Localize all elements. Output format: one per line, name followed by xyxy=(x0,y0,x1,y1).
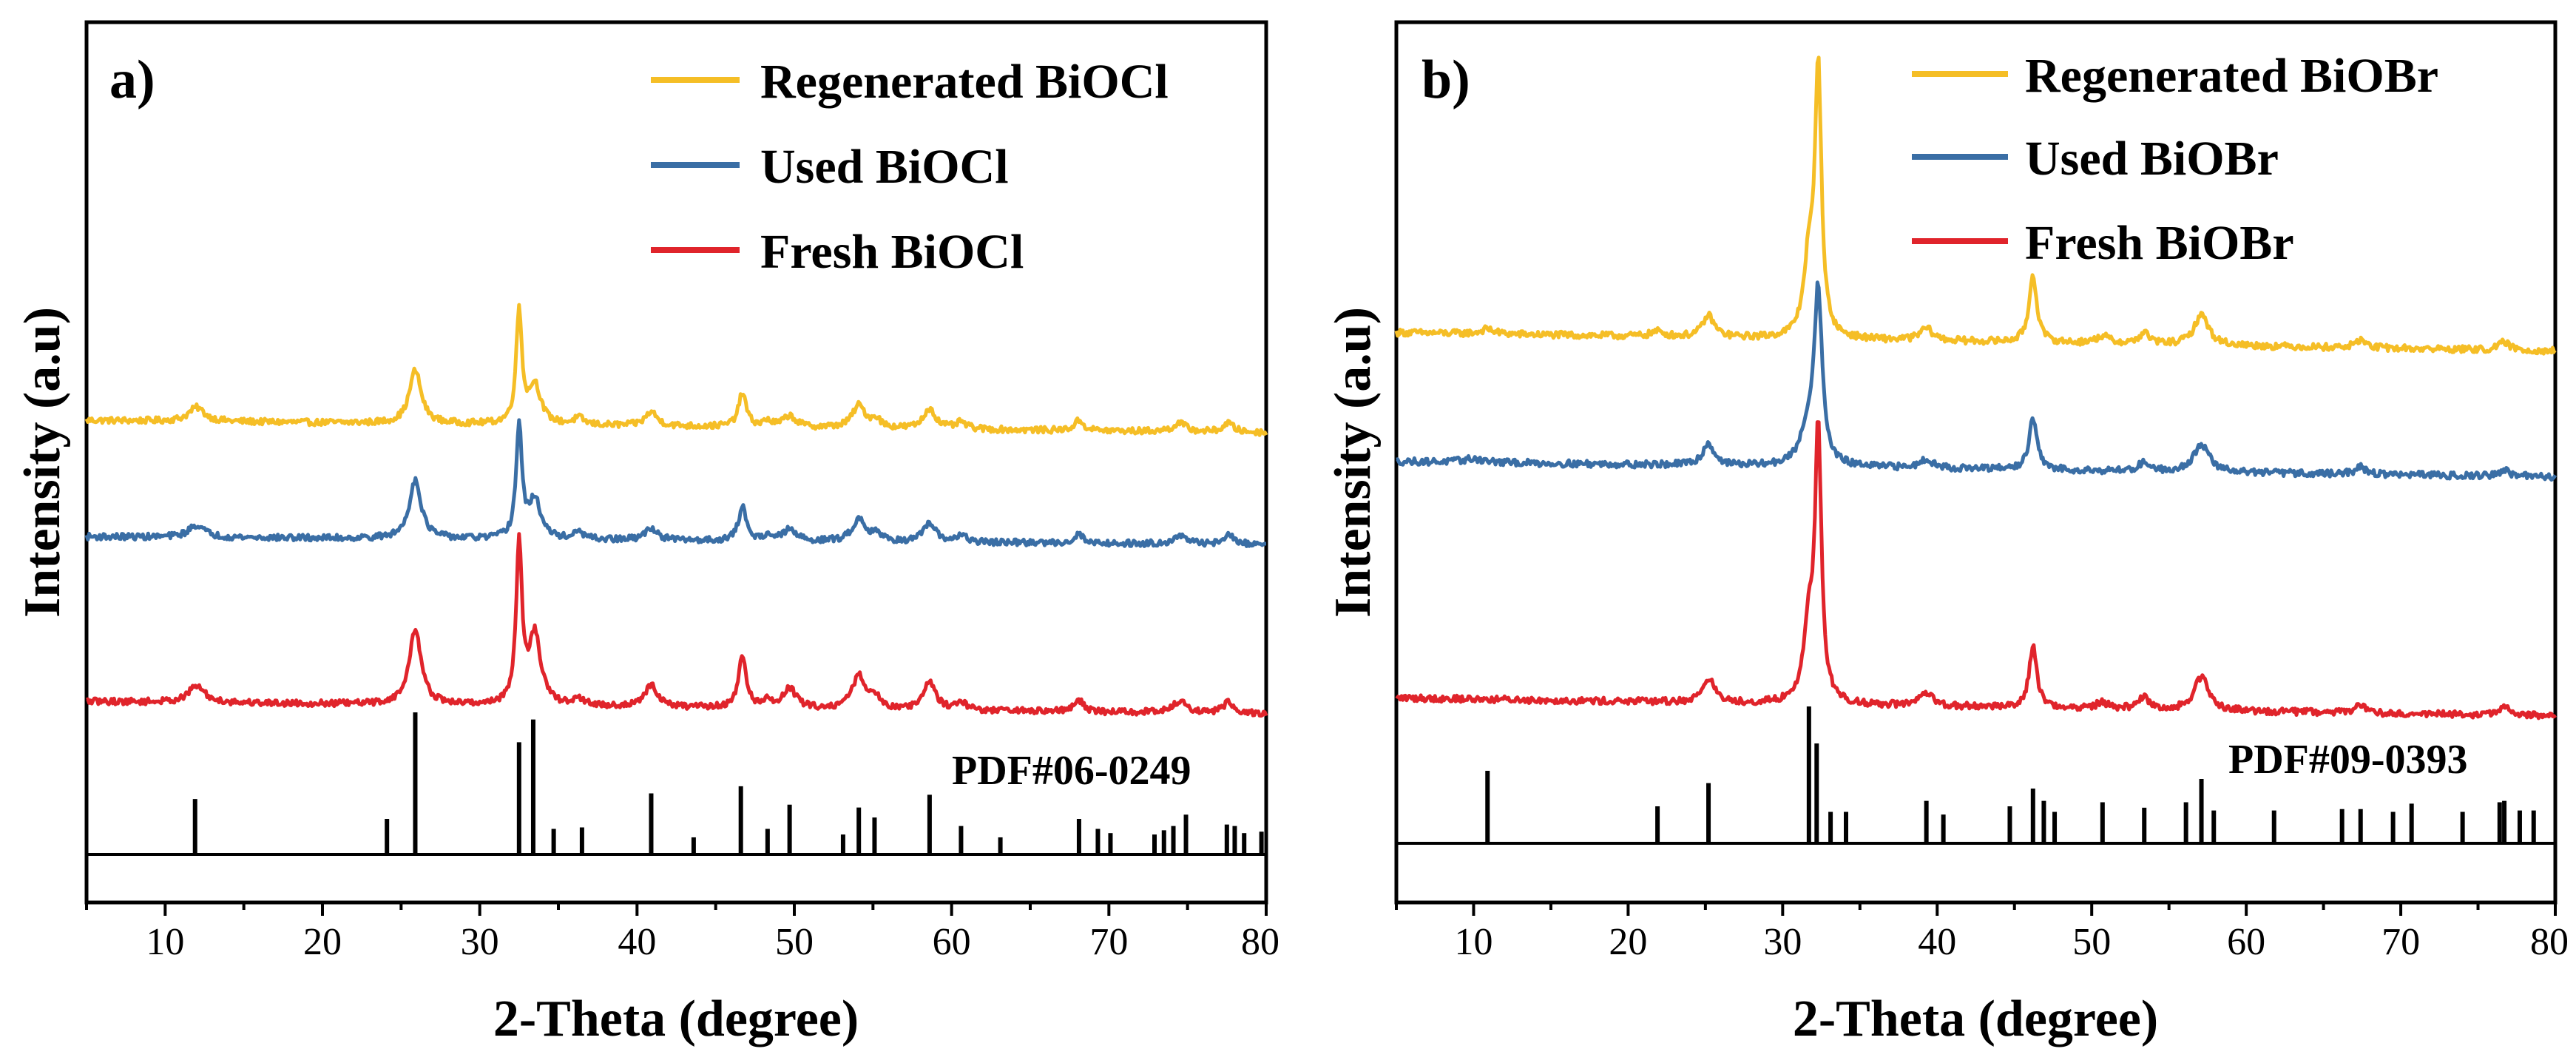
panel-b-legend-label-regenerated: Regenerated BiOBr xyxy=(2025,49,2438,103)
b-x-tick-label: 30 xyxy=(1763,921,1802,963)
panel-a-traces xyxy=(84,303,1268,718)
panel-a-legend: Regenerated BiOCl Used BiOCl Fresh BiOCl xyxy=(651,55,1169,279)
b-trace-used xyxy=(1396,280,2558,482)
panel-a-plot-frame xyxy=(84,20,1268,905)
panel-a-reference-peaks xyxy=(192,712,1264,854)
a-trace-regenerated xyxy=(84,303,1268,437)
a-x-tick-label: 30 xyxy=(461,921,499,963)
a-x-tick-label: 60 xyxy=(933,921,971,963)
a-x-tick-label: 70 xyxy=(1089,921,1128,963)
panel-b-plot-frame xyxy=(1394,20,2558,905)
panel-b-reference-label: PDF#09-0393 xyxy=(2228,737,2468,783)
panel-b-label: b) xyxy=(1421,50,1470,110)
panel-a-label: a) xyxy=(109,50,155,110)
a-trace-fresh xyxy=(86,532,1268,718)
panel-b-chart: 10 20 30 40 50 60 70 80 b) Regenerated BiOBr Us… xyxy=(1325,20,2569,1047)
panel-b-x-axis-title: 2-Theta (degree) xyxy=(1793,991,2158,1047)
b-x-tick-label: 70 xyxy=(2381,921,2420,963)
b-trace-fresh xyxy=(1395,420,2558,721)
b-x-tick-label: 80 xyxy=(2530,921,2569,963)
a-trace-used xyxy=(84,418,1267,548)
b-trace-regenerated xyxy=(1394,55,2557,356)
panel-b-legend-label-fresh: Fresh BiOBr xyxy=(2025,216,2294,270)
panel-a-legend-label-fresh: Fresh BiOCl xyxy=(760,225,1024,279)
panel-a-x-axis-title: 2-Theta (degree) xyxy=(493,991,859,1047)
panel-b-y-axis-title: Intensity (a.u) xyxy=(1325,307,1382,618)
b-x-tick-label: 40 xyxy=(1918,921,1956,963)
panel-b-x-axis: 10 20 30 40 50 60 70 80 xyxy=(1395,902,2569,963)
a-x-tick-label: 50 xyxy=(775,921,814,963)
panel-a-reference-label: PDF#06-0249 xyxy=(952,748,1191,794)
panel-a-y-axis-title: Intensity (a.u) xyxy=(14,307,71,618)
panel-a-chart: 10 20 30 40 50 60 70 80 a) Regenerated BiOCl Us… xyxy=(14,20,1279,1047)
b-x-tick-label: 50 xyxy=(2072,921,2111,963)
panel-a-legend-label-regenerated: Regenerated BiOCl xyxy=(760,55,1169,109)
a-x-tick-label: 10 xyxy=(146,921,184,963)
panel-b-legend-label-used: Used BiOBr xyxy=(2025,132,2279,186)
a-x-tick-label: 80 xyxy=(1241,921,1279,963)
b-x-tick-label: 20 xyxy=(1609,921,1647,963)
panel-b-traces xyxy=(1394,55,2558,721)
a-x-tick-label: 40 xyxy=(618,921,656,963)
b-x-tick-label: 10 xyxy=(1454,921,1492,963)
a-x-tick-label: 20 xyxy=(303,921,342,963)
panel-b-legend: Regenerated BiOBr Used BiOBr Fresh BiOBr xyxy=(1912,49,2438,270)
panel-b-reference-peaks xyxy=(1485,706,2536,843)
b-x-tick-label: 60 xyxy=(2227,921,2265,963)
panel-a-x-axis: 10 20 30 40 50 60 70 80 xyxy=(85,902,1279,963)
panel-a-legend-label-used: Used BiOCl xyxy=(760,140,1009,194)
